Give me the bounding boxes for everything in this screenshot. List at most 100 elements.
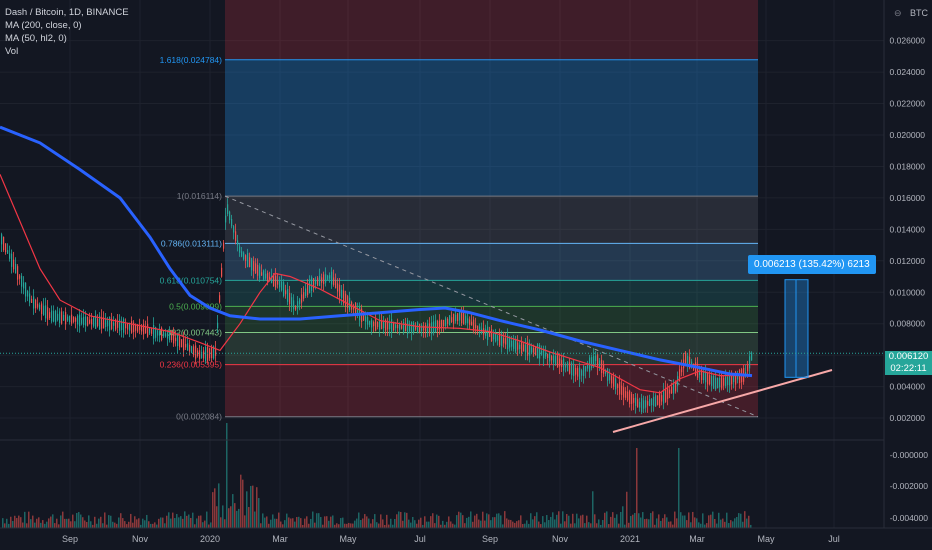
candle-body [363,313,365,321]
volume-bar [78,512,80,528]
volume-bar [26,523,28,528]
candle-body [365,316,367,322]
volume-bar [354,520,356,528]
candle-body [575,367,577,375]
candle-body [565,363,567,368]
volume-bar [402,520,404,528]
candle-body [337,283,339,292]
candle-body [737,375,739,380]
volume-bar [252,485,254,528]
candle-body [213,346,215,359]
volume-bar [728,523,730,528]
volume-bar [434,523,436,528]
candle-body [623,387,625,398]
volume-bar [596,523,598,528]
volume-bar [422,524,424,528]
volume-bar [180,516,182,528]
legend-symbol[interactable]: Dash / Bitcoin, 1D, BINANCE [5,7,129,18]
candle-body [405,323,407,332]
candle-body [165,333,167,337]
legend-vol[interactable]: Vol [5,46,19,57]
candle-body [437,320,439,331]
volume-bar [736,516,738,528]
volume-bar [318,513,320,528]
volume-bar [668,521,670,528]
measure-label[interactable]: 0.006213 (135.42%) 6213 [748,255,876,274]
volume-bar [466,517,468,528]
volume-bar [682,515,684,528]
candle-body [429,323,431,334]
volume-bar [288,517,290,528]
candle-body [475,324,477,329]
candle-body [1,234,3,245]
volume-bar [188,514,190,528]
candle-body [627,391,629,401]
volume-bar [170,518,172,528]
volume-bar [686,520,688,528]
volume-bar [20,517,22,528]
volume-bar [456,515,458,528]
volume-bar [190,517,192,528]
volume-bar [588,522,590,528]
volume-bar [196,518,198,528]
volume-bar [502,524,504,528]
volume-bar [478,519,480,528]
fib-zone [225,280,758,307]
volume-bar [256,487,258,528]
volume-bar [700,523,702,528]
candle-body [723,377,725,386]
volume-bar [572,513,574,528]
candle-body [521,341,523,354]
candle-body [515,339,517,352]
volume-bar [542,516,544,528]
candle-body [71,314,73,324]
candle-body [153,324,155,339]
volume-bar [176,513,178,528]
volume-bar [340,518,342,528]
volume-bar [428,521,430,528]
volume-bar [104,512,106,528]
candle-body [499,332,501,346]
volume-bar [30,519,32,528]
candle-body [735,371,737,385]
volume-bar [306,516,308,528]
volume-bar [640,517,642,528]
volume-bar [512,521,514,528]
candle-body [701,369,703,381]
volume-bar [570,523,572,528]
volume-bar [334,524,336,528]
fib-zone [225,364,758,417]
volume-bar [276,518,278,528]
volume-bar [304,518,306,528]
candle-body [425,324,427,332]
volume-bar [506,518,508,528]
candle-body [235,231,237,241]
volume-bar [168,512,170,528]
volume-bar [586,515,588,528]
volume-bar [734,518,736,528]
volume-bar [234,503,236,528]
legend-ma50[interactable]: MA (50, hl2, 0) [5,33,67,44]
volume-bar [464,523,466,528]
volume-bar [148,521,150,528]
candle-body [751,352,753,361]
volume-bar [222,505,224,528]
volume-bar [36,518,38,528]
time-tick-label: Mar [272,534,288,544]
candle-body [507,335,509,350]
volume-bar [492,517,494,528]
candle-body [477,325,479,331]
volume-bar [236,510,238,528]
volume-bar [518,520,520,528]
candle-body [113,322,115,326]
candle-body [463,311,465,325]
volume-bar [442,520,444,528]
volume-bar [476,513,478,528]
candle-body [381,320,383,329]
candle-body [355,302,357,317]
legend-ma200[interactable]: MA (200, close, 0) [5,20,82,31]
candle-body [353,305,355,310]
volume-bar [620,511,622,528]
